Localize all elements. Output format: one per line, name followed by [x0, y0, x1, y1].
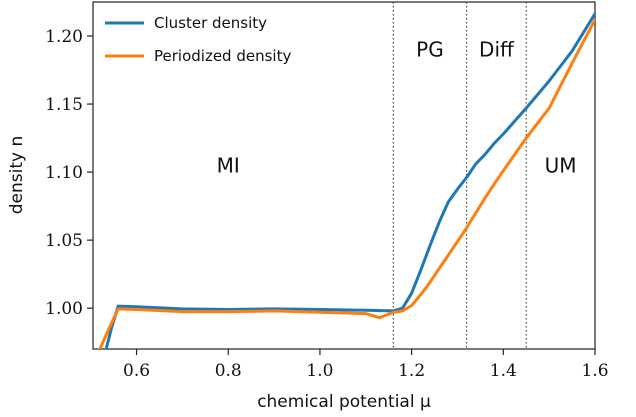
y-tick-label: 1.00 [45, 299, 83, 319]
x-tick-label: 1.0 [306, 361, 333, 381]
series-line-periodized [97, 18, 595, 349]
x-axis-ticks: 0.6 0.8 1.0 1.2 1.4 1.6 [123, 349, 609, 381]
series-lines [97, 12, 595, 349]
x-tick-label: 0.6 [123, 361, 150, 381]
region-labels: MI PG Diff UM [217, 38, 577, 178]
y-tick-label: 1.10 [45, 163, 83, 183]
legend: Cluster density Periodized density [105, 14, 291, 65]
y-axis-label: density n [7, 136, 27, 215]
y-axis-ticks: 1.00 1.05 1.10 1.15 1.20 [45, 27, 93, 319]
x-tick-label: 1.2 [398, 361, 425, 381]
x-tick-label: 0.8 [215, 361, 242, 381]
y-tick-label: 1.20 [45, 27, 83, 47]
y-tick-label: 1.05 [45, 231, 83, 251]
region-label: PG [416, 38, 444, 62]
y-tick-label: 1.15 [45, 95, 83, 115]
x-axis-label: chemical potential μ [257, 392, 431, 412]
x-tick-label: 1.4 [490, 361, 517, 381]
plot-frame [92, 1, 596, 350]
region-label: MI [217, 153, 240, 177]
region-label: Diff [479, 38, 515, 62]
x-tick-label: 1.6 [581, 361, 608, 381]
series-line-cluster [104, 12, 595, 349]
region-label: UM [545, 153, 577, 177]
legend-label-periodized: Periodized density [154, 47, 291, 65]
legend-label-cluster: Cluster density [154, 14, 267, 32]
